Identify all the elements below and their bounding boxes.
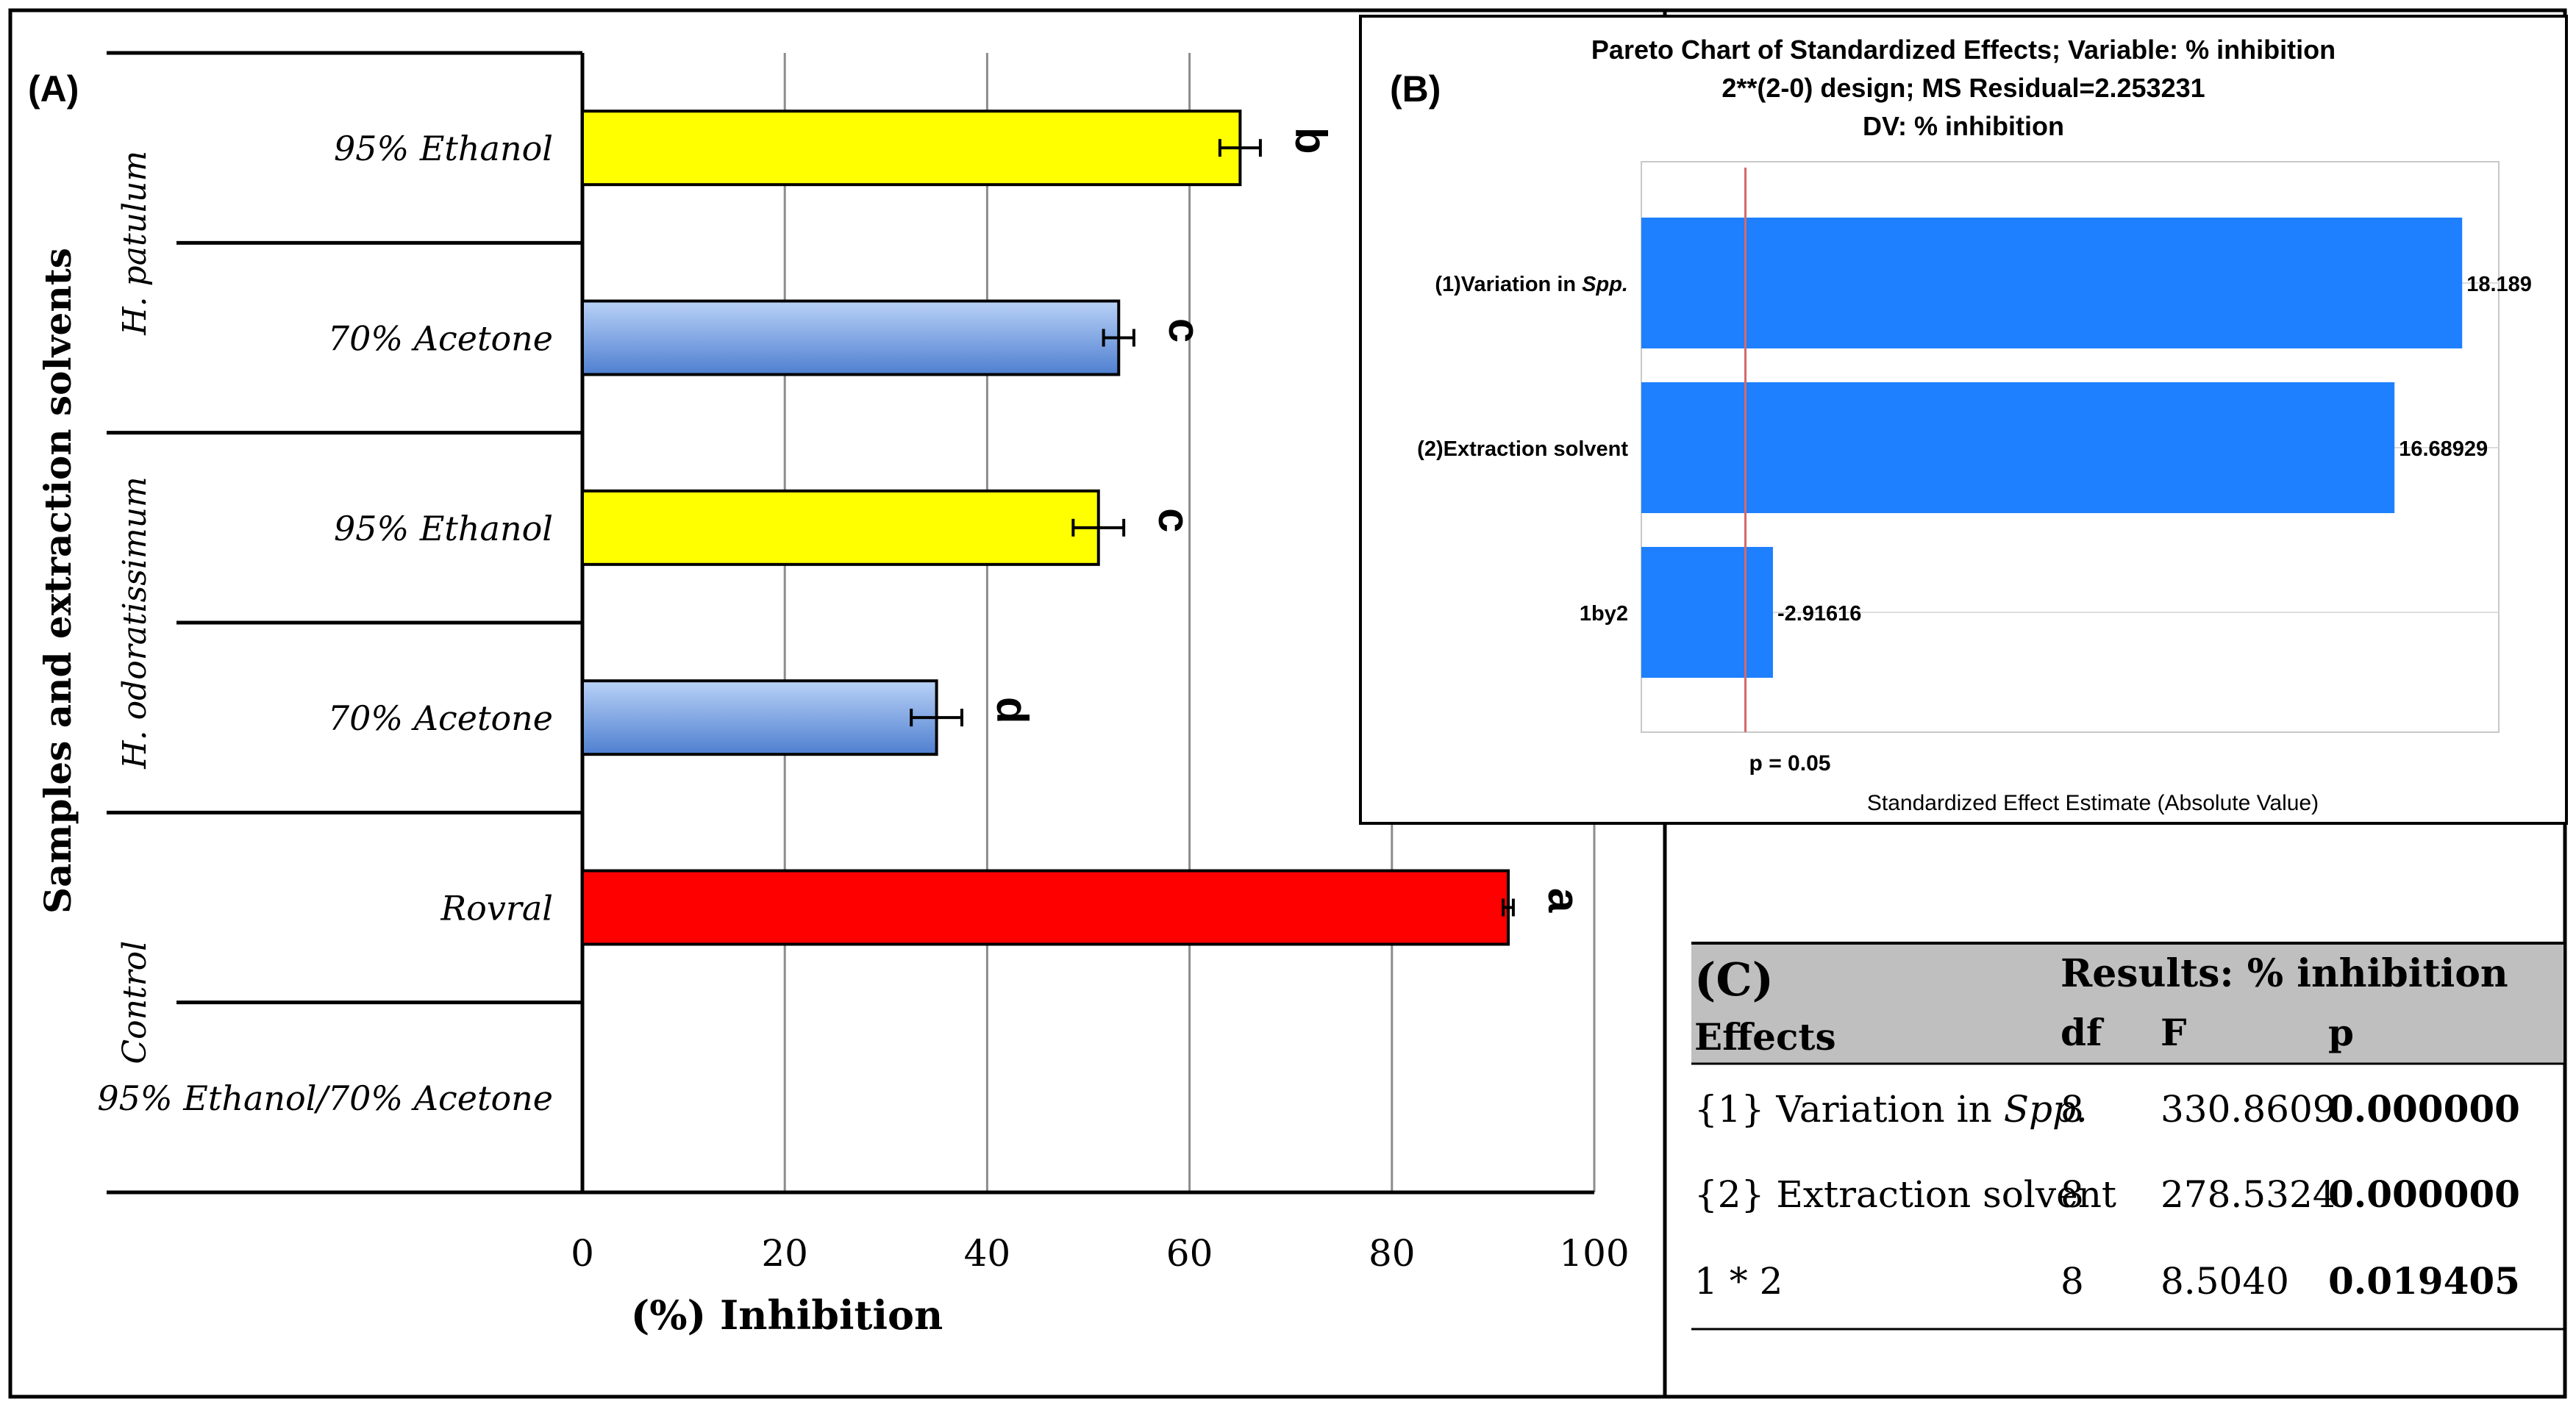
significance-letter: b [1286,127,1335,154]
panel-c-table: (C) Results: % inhibition Effects df F p… [1691,942,2563,1331]
table-effect-cell: 1 * 2 [1694,1260,1783,1303]
x-tick-label: 0 [571,1232,594,1275]
table-effect-cell: {2} Extraction solvent [1694,1173,2116,1216]
bar [581,299,1121,376]
panel-b-label: (B) [1390,68,1441,110]
pareto-bar [1641,382,2395,513]
panel-a-y-axis-title: Samples and extraction solvents [36,248,79,914]
bar [581,110,1242,187]
table-col-p: p [2328,1011,2354,1054]
panel-a-x-ticks: 0 20 40 60 80 100 [571,1232,1630,1275]
category-label: 95% Ethanol/70% Acetone [97,1078,553,1118]
table-header-background [1691,943,2563,1064]
x-tick-label: 40 [964,1232,1011,1275]
group-label: Control [116,941,154,1064]
x-tick-label: 20 [761,1232,808,1275]
table-f-cell: 330.8609 [2161,1088,2336,1131]
panel-b-chart: (B) Pareto Chart of Standardized Effects… [1359,15,2568,825]
pareto-bar [1641,218,2463,348]
panel-b-x-axis-title: Standardized Effect Estimate (Absolute V… [1867,791,2319,815]
table-col-df: df [2061,1011,2105,1054]
significance-letter: d [988,697,1037,724]
significance-letter: c [1160,318,1209,343]
table-effect-cell: {1} Variation in Spp. [1694,1088,2088,1131]
table-p-cell: 0.000000 [2328,1087,2520,1131]
bar [581,489,1100,566]
panel-a-groups: 95% Ethanol 70% Acetone 95% Ethanol 70% Ace… [97,51,582,1118]
group-label: H. patulum [116,151,154,336]
panel-b-title-line-3: DV: % inhibition [1863,111,2064,141]
category-label: 95% Ethanol [334,129,553,168]
panel-a-x-axis-title: (%) Inhibition [631,1292,943,1339]
panel-b-bars: 18.189 (1)Variation in Spp. 16.68929 (2)Ext… [1417,168,2532,732]
category-label: 70% Acetone [328,698,553,738]
panel-b-ref-line-label: p = 0.05 [1749,751,1831,776]
table-f-cell: 8.5040 [2161,1260,2289,1303]
pareto-category-label: (1)Variation in Spp. [1435,273,1628,296]
table-p-cell: 0.000000 [2328,1172,2520,1216]
bar [581,679,938,756]
category-label: 95% Ethanol [334,509,553,548]
category-label: 70% Acetone [328,319,553,359]
x-tick-label: 60 [1166,1232,1213,1275]
panel-b-title-line-1: Pareto Chart of Standardized Effects; Va… [1591,35,2336,65]
panel-b-title-line-2: 2**(2-0) design; MS Residual=2.253231 [1722,73,2205,103]
significance-letter: c [1149,508,1199,532]
pareto-value-label: 18.189 [2466,273,2532,296]
table-group-header: Results: % inhibition [2061,951,2508,996]
table-effects-header: Effects [1694,1015,1836,1059]
category-label: Rovral [440,889,553,928]
group-label: H. odoratissimum [116,476,154,770]
table-rows: {1} Variation in Spp.8 330.86090.000000{2… [1694,1087,2520,1303]
pareto-category-label: 1by2 [1580,602,1628,626]
panel-a-label: (A) [28,68,79,110]
pareto-category-label: (2)Extraction solvent [1417,437,1628,461]
significance-letter: a [1539,888,1588,913]
table-df-cell: 8 [2061,1088,2084,1131]
pareto-bar [1641,547,1773,678]
pareto-value-label: 16.68929 [2399,437,2488,461]
x-tick-label: 80 [1369,1232,1416,1275]
x-tick-label: 100 [1559,1232,1629,1275]
table-df-cell: 8 [2061,1260,2084,1303]
table-df-cell: 8 [2061,1173,2084,1216]
table-col-f: F [2161,1011,2187,1054]
panel-a-chart: (A) 95% Ethanol 70% Acetone 95% Ethanol 70%… [28,51,1630,1339]
bar [581,869,1510,946]
table-p-cell: 0.019405 [2328,1259,2520,1303]
panel-c-label: (C) [1694,953,1774,1006]
panel-a-bars: b c c d a [581,110,1588,946]
pareto-value-label: -2.91616 [1777,602,1862,626]
table-f-cell: 278.5324 [2161,1173,2336,1216]
